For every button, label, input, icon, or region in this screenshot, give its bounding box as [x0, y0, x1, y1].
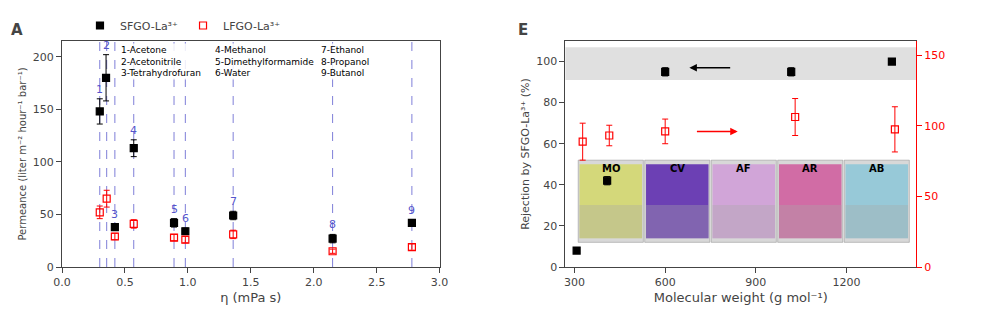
svg-text:CV: CV — [670, 163, 685, 174]
svg-text:1.0: 1.0 — [179, 276, 197, 289]
svg-text:150: 150 — [33, 103, 54, 116]
svg-text:MO: MO — [602, 163, 620, 174]
svg-text:50: 50 — [924, 190, 938, 203]
svg-text:0.5: 0.5 — [116, 276, 133, 289]
svg-text:4: 4 — [130, 124, 137, 137]
svg-text:η (mPa s): η (mPa s) — [220, 290, 281, 305]
svg-text:0: 0 — [550, 261, 557, 274]
svg-text:1-Acetone2-Acetonitrile3-Tetra: 1-Acetone2-Acetonitrile3-Tetrahydrofuran — [121, 45, 201, 78]
svg-text:300: 300 — [564, 276, 585, 289]
svg-text:SFGO-La³⁺: SFGO-La³⁺ — [120, 20, 178, 33]
svg-text:Permeance (liter m⁻² hour⁻¹ ba: Permeance (liter m⁻² hour⁻¹ bar⁻¹) — [17, 67, 28, 240]
svg-text:7: 7 — [230, 195, 237, 208]
svg-text:4-Methanol5-Dimethylformamide6: 4-Methanol5-Dimethylformamide6-Water — [215, 45, 314, 78]
svg-text:1200: 1200 — [833, 276, 861, 289]
svg-text:100: 100 — [536, 55, 557, 68]
svg-text:1.5: 1.5 — [242, 276, 259, 289]
svg-text:100: 100 — [33, 156, 54, 169]
svg-text:E: E — [518, 21, 528, 39]
svg-text:60: 60 — [543, 138, 557, 151]
svg-text:Molecular weight (g mol⁻¹): Molecular weight (g mol⁻¹) — [654, 290, 828, 305]
svg-text:80: 80 — [543, 96, 557, 109]
svg-text:AR: AR — [802, 163, 818, 174]
svg-text:LFGO-La³⁺: LFGO-La³⁺ — [223, 20, 280, 33]
svg-text:100: 100 — [924, 120, 945, 133]
svg-text:8: 8 — [329, 218, 336, 231]
svg-text:3: 3 — [111, 208, 118, 221]
svg-text:0.0: 0.0 — [53, 276, 71, 289]
svg-text:600: 600 — [655, 276, 676, 289]
svg-text:200: 200 — [33, 51, 54, 64]
svg-text:50: 50 — [40, 208, 54, 221]
svg-text:2.5: 2.5 — [368, 276, 386, 289]
svg-text:20: 20 — [543, 220, 557, 233]
svg-text:Rejection by SFGO-La³⁺ (%): Rejection by SFGO-La³⁺ (%) — [519, 78, 532, 230]
svg-text:1: 1 — [96, 83, 103, 96]
svg-text:7-Ethanol8-Propanol9-Butanol: 7-Ethanol8-Propanol9-Butanol — [321, 45, 369, 78]
svg-text:AB: AB — [869, 163, 884, 174]
svg-text:2: 2 — [103, 39, 110, 52]
svg-text:2.0: 2.0 — [305, 276, 323, 289]
svg-text:A: A — [11, 21, 23, 39]
svg-text:0: 0 — [924, 261, 931, 274]
svg-text:6: 6 — [182, 212, 189, 225]
svg-text:40: 40 — [543, 179, 557, 192]
svg-text:9: 9 — [408, 204, 415, 217]
svg-text:AF: AF — [736, 163, 751, 174]
svg-text:3.0: 3.0 — [431, 276, 449, 289]
svg-text:5: 5 — [171, 203, 178, 216]
svg-text:0: 0 — [47, 261, 54, 274]
svg-text:150: 150 — [924, 49, 945, 62]
svg-text:900: 900 — [745, 276, 766, 289]
